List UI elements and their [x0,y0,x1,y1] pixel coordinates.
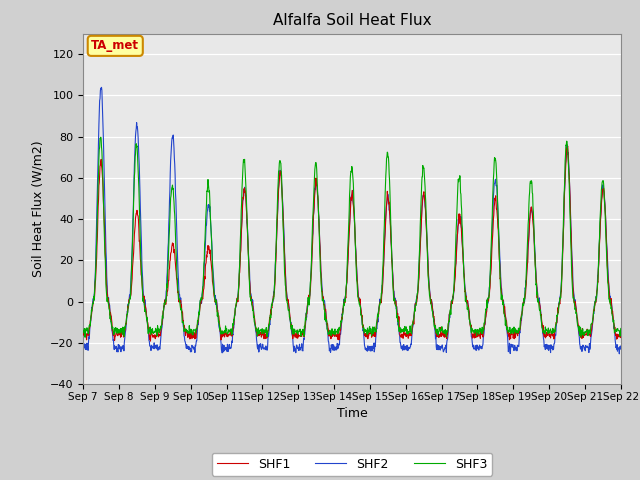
Y-axis label: Soil Heat Flux (W/m2): Soil Heat Flux (W/m2) [31,141,44,277]
Text: TA_met: TA_met [92,39,140,52]
Title: Alfalfa Soil Heat Flux: Alfalfa Soil Heat Flux [273,13,431,28]
SHF3 [200,270,207,276]
SHF3 [617,325,625,331]
SHF2 [506,348,514,354]
SHF1 [79,332,87,338]
SHF1 [186,332,194,338]
SHF3 [554,312,561,317]
SHF1 [564,144,572,149]
SHF1 [436,333,444,339]
SHF1 [259,333,267,339]
Line: SHF1: SHF1 [83,146,621,341]
SHF1 [506,330,514,336]
Legend: SHF1, SHF2, SHF3: SHF1, SHF2, SHF3 [212,453,492,476]
X-axis label: Time: Time [337,407,367,420]
SHF1 [147,338,154,344]
SHF3 [97,134,104,140]
SHF2 [199,282,207,288]
SHF1 [199,291,207,297]
SHF1 [554,313,561,319]
Line: SHF3: SHF3 [83,137,621,337]
SHF2 [616,351,623,357]
SHF2 [259,346,267,352]
SHF3 [436,326,444,332]
SHF2 [554,314,561,320]
SHF3 [187,326,195,332]
SHF2 [186,345,194,351]
SHF3 [81,335,89,340]
SHF2 [98,84,106,90]
SHF2 [79,346,87,351]
SHF2 [617,343,625,349]
SHF1 [617,334,625,339]
Line: SHF2: SHF2 [83,87,621,354]
SHF3 [79,330,87,336]
SHF3 [506,328,514,334]
SHF3 [260,331,268,336]
SHF2 [436,347,444,352]
